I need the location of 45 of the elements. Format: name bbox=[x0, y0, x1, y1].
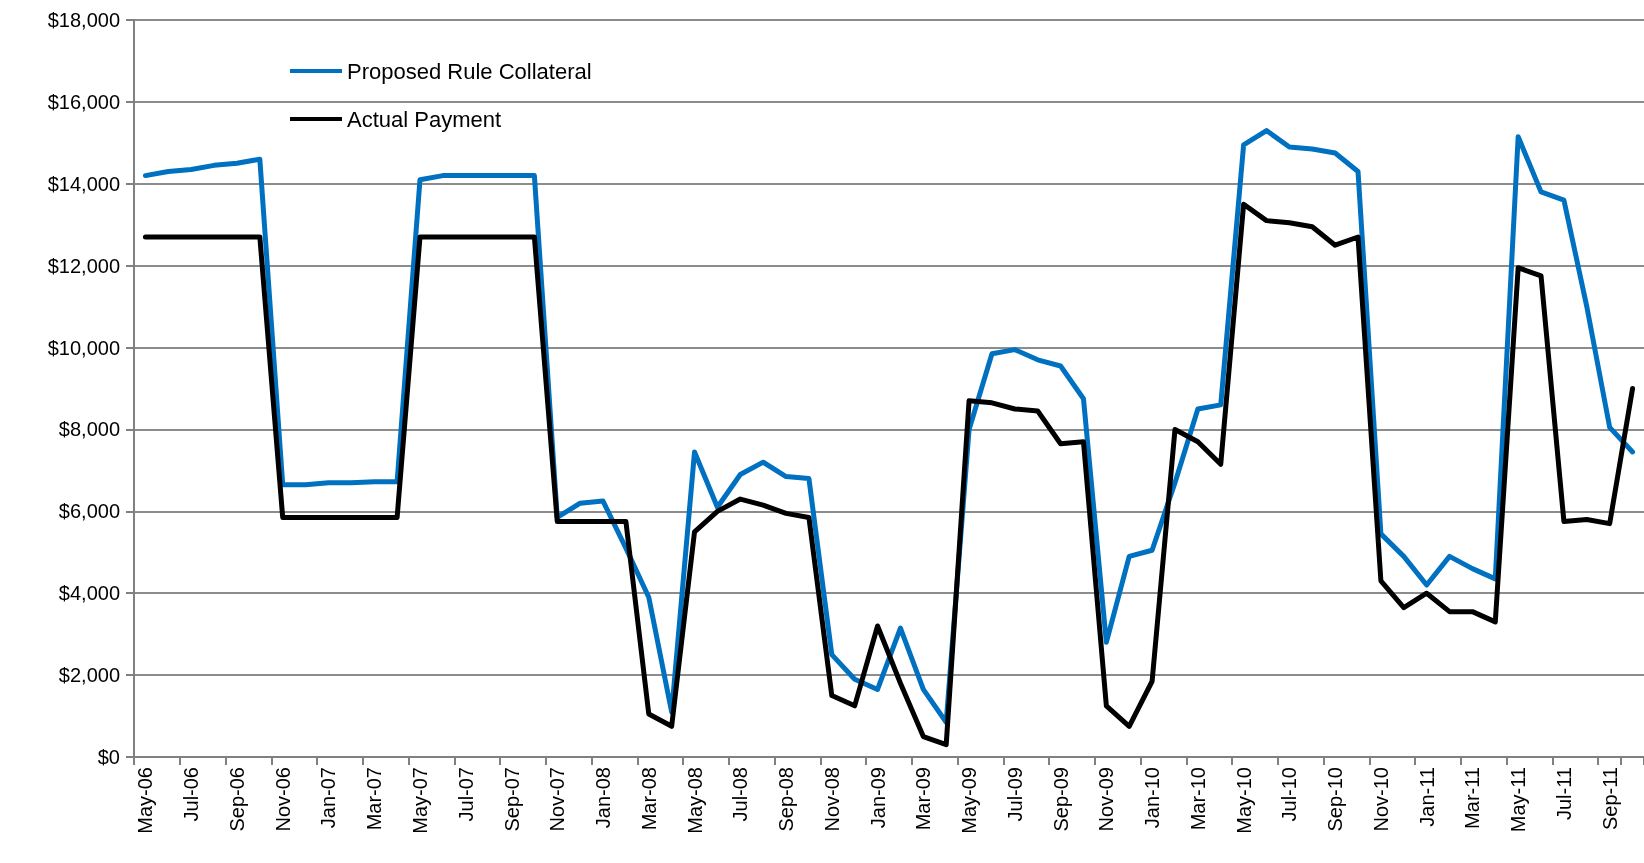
x-tick-label: Nov-08 bbox=[820, 767, 843, 832]
x-tick-label: Nov-06 bbox=[271, 767, 294, 832]
x-tick-label: Jan-08 bbox=[592, 767, 615, 829]
x-tick-label: Nov-10 bbox=[1369, 767, 1392, 832]
x-tick-label: May-09 bbox=[958, 767, 981, 834]
y-tick-label: $18,000 bbox=[47, 9, 120, 31]
y-tick-label: $14,000 bbox=[47, 172, 120, 195]
x-tick-label: Jul-10 bbox=[1278, 767, 1301, 822]
x-tick-label: Jan-07 bbox=[317, 767, 340, 829]
x-tick-label: Sep-09 bbox=[1049, 767, 1072, 832]
x-tick-label: May-08 bbox=[683, 767, 706, 834]
y-tick-label: $4,000 bbox=[58, 582, 120, 605]
x-tick-label: Jul-07 bbox=[454, 767, 477, 822]
x-tick-label: Sep-07 bbox=[500, 767, 523, 832]
x-tick-label: Jul-06 bbox=[180, 767, 203, 822]
legend-label: Proposed Rule Collateral bbox=[347, 58, 592, 84]
x-tick-label: May-10 bbox=[1232, 767, 1255, 834]
x-tick-label: Mar-08 bbox=[637, 767, 660, 831]
x-tick-label: Jul-09 bbox=[1003, 767, 1026, 822]
x-tick-label: Jul-08 bbox=[729, 767, 752, 822]
x-tick-label: Mar-09 bbox=[912, 767, 935, 831]
x-tick-label: Mar-10 bbox=[1186, 767, 1209, 831]
x-tick-label: Mar-11 bbox=[1461, 767, 1484, 829]
y-tick-label: $16,000 bbox=[47, 90, 120, 113]
x-tick-label: Jan-09 bbox=[866, 767, 889, 829]
x-tick-label: Sep-08 bbox=[775, 767, 798, 832]
y-tick-label: $10,000 bbox=[47, 336, 120, 359]
x-tick-label: Sep-11 bbox=[1598, 767, 1621, 831]
x-tick-label: Sep-10 bbox=[1324, 767, 1347, 832]
x-tick-label: Jul-11 bbox=[1552, 767, 1575, 820]
x-tick-label: Nov-07 bbox=[546, 767, 569, 832]
y-tick-label: $0 bbox=[97, 746, 120, 768]
x-tick-label: Mar-07 bbox=[363, 767, 386, 831]
x-tick-label: Jan-11 bbox=[1415, 767, 1438, 827]
y-tick-label: $2,000 bbox=[58, 664, 120, 687]
x-tick-label: May-06 bbox=[134, 767, 157, 834]
legend-label: Actual Payment bbox=[347, 106, 502, 132]
x-tick-label: Sep-06 bbox=[225, 767, 248, 832]
y-tick-label: $8,000 bbox=[58, 418, 120, 441]
y-tick-label: $12,000 bbox=[47, 254, 120, 277]
x-tick-label: Nov-09 bbox=[1095, 767, 1118, 832]
x-tick-label: May-11 bbox=[1507, 767, 1530, 833]
y-tick-label: $6,000 bbox=[58, 500, 120, 523]
x-tick-label: Jan-10 bbox=[1141, 767, 1164, 829]
x-tick-label: May-07 bbox=[408, 767, 431, 834]
